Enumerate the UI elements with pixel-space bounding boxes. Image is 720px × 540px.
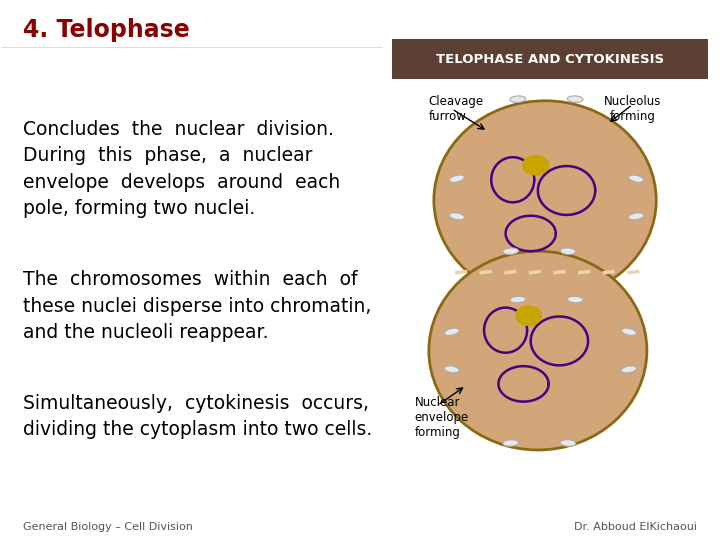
Ellipse shape [444,366,459,373]
Ellipse shape [567,296,583,303]
Ellipse shape [560,440,576,446]
Circle shape [516,306,541,325]
Ellipse shape [449,175,464,183]
Text: Nuclear
envelope
forming: Nuclear envelope forming [415,396,469,439]
Text: The  chromosomes  within  each  of
these nuclei disperse into chromatin,
and the: The chromosomes within each of these nuc… [23,270,372,342]
Ellipse shape [503,248,518,254]
Text: Nucleolus
forming: Nucleolus forming [604,96,661,124]
Ellipse shape [444,328,459,335]
Ellipse shape [621,366,636,373]
Ellipse shape [629,175,644,183]
Ellipse shape [434,101,656,300]
Ellipse shape [629,213,644,220]
Ellipse shape [449,213,464,220]
Text: Dr. Abboud ElKichaoui: Dr. Abboud ElKichaoui [574,522,697,532]
Text: 4. Telophase: 4. Telophase [23,17,189,42]
Circle shape [523,156,549,175]
Text: Simultaneously,  cytokinesis  occurs,
dividing the cytoplasm into two cells.: Simultaneously, cytokinesis occurs, divi… [23,394,372,439]
Ellipse shape [567,96,583,103]
Ellipse shape [503,440,518,446]
Ellipse shape [510,296,526,303]
Ellipse shape [560,248,576,254]
Text: Concludes  the  nuclear  division.
During  this  phase,  a  nuclear
envelope  de: Concludes the nuclear division. During t… [23,119,340,218]
Text: TELOPHASE AND CYTOKINESIS: TELOPHASE AND CYTOKINESIS [436,52,664,66]
Text: Cleavage
furrow: Cleavage furrow [429,96,484,124]
Ellipse shape [429,251,647,450]
Text: General Biology – Cell Division: General Biology – Cell Division [23,522,193,532]
Ellipse shape [621,328,636,335]
Ellipse shape [510,96,526,103]
FancyBboxPatch shape [392,39,708,79]
